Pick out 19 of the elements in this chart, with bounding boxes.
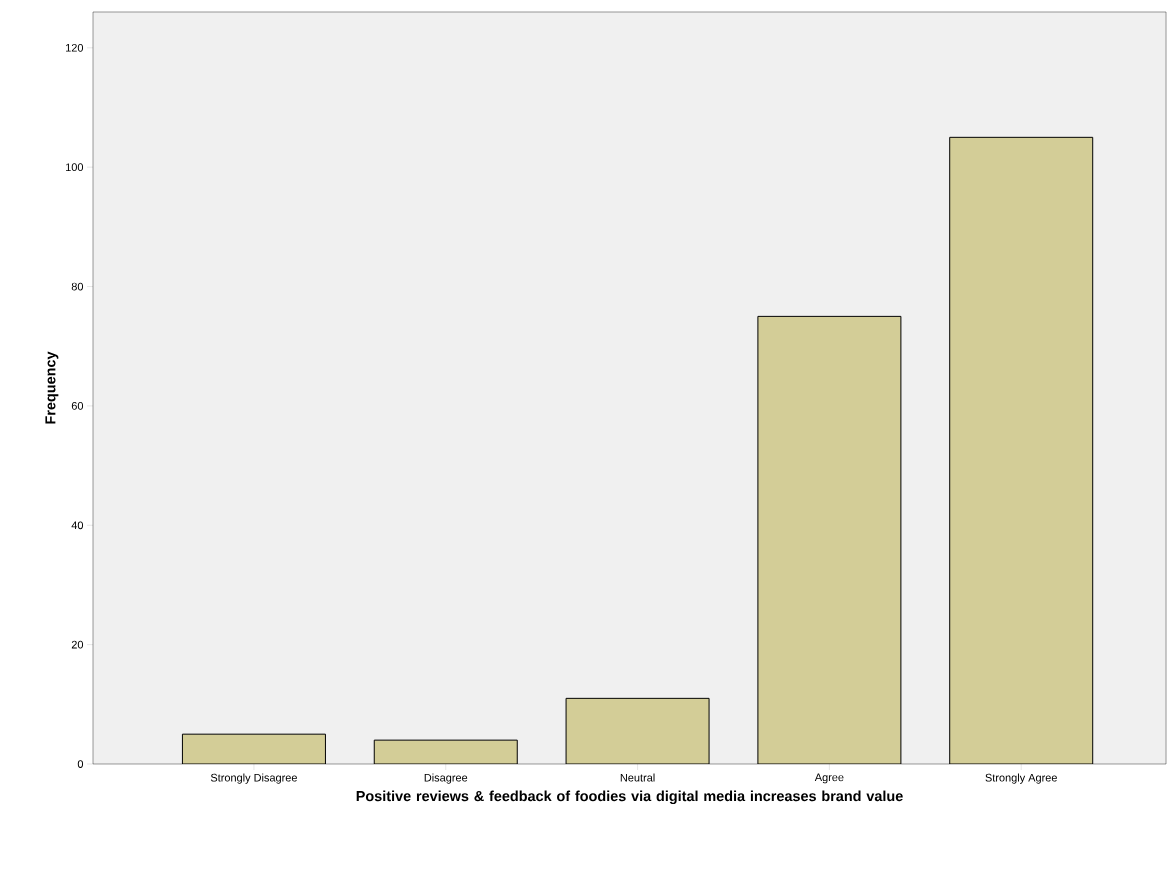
y-tick-label: 120 <box>66 43 84 52</box>
x-tick-label: Strongly Agree <box>985 773 1057 784</box>
x-axis-title: Positive reviews & feedback of foodies via digital media increases brand value <box>356 790 903 805</box>
y-tick-label: 100 <box>66 163 84 172</box>
bar <box>182 734 326 764</box>
bar <box>373 739 518 764</box>
x-tick-label: Agree <box>814 773 844 784</box>
bar <box>949 136 1094 764</box>
y-axis-title: Frequency <box>45 351 59 424</box>
x-tick-label: Disagree <box>424 773 468 784</box>
y-tick-label: 0 <box>77 760 84 768</box>
x-tick-label: Neutral <box>620 773 655 782</box>
y-tick-label: 20 <box>71 640 84 649</box>
bar <box>565 697 710 764</box>
y-tick-label: 60 <box>71 402 84 410</box>
bar <box>757 315 902 764</box>
y-tick-label: 40 <box>71 521 84 530</box>
y-tick-label: 80 <box>71 282 84 291</box>
x-tick-label: Strongly Disagree <box>210 773 297 784</box>
